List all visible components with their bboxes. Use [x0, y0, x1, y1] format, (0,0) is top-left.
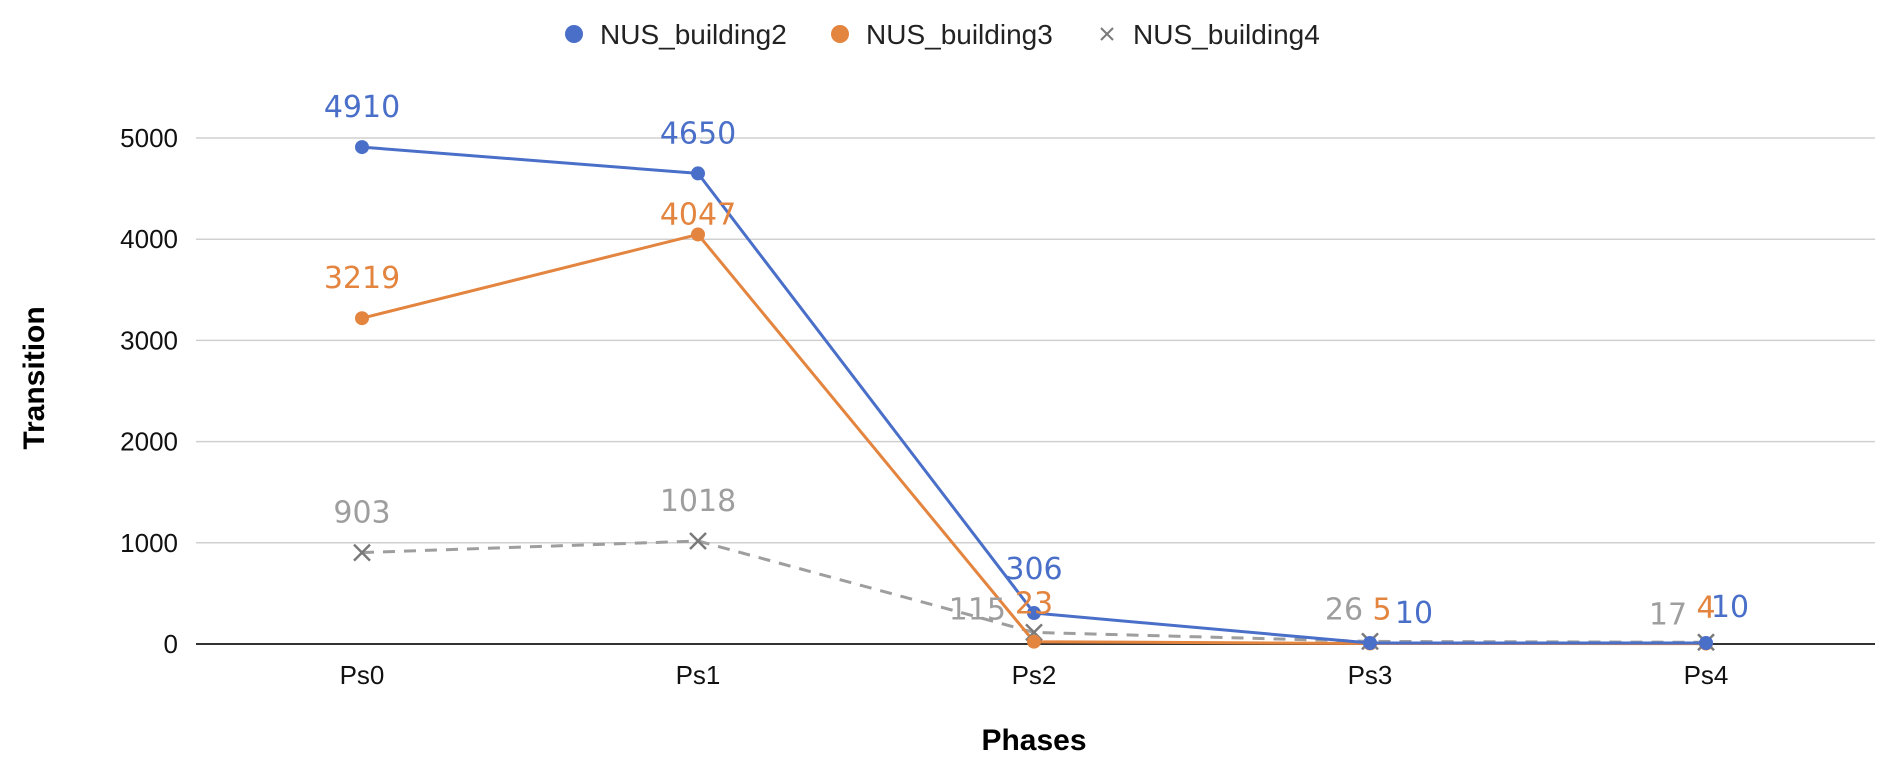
data-labels: 4910 4650 306 10 10 3219 4047 23 5 4 903 1018 115 26 1…: [324, 90, 1749, 632]
data-label: 10: [1711, 590, 1749, 625]
legend-label: NUS_building4: [1133, 19, 1320, 50]
data-label: 26: [1325, 592, 1363, 627]
data-label: 4650: [660, 116, 736, 151]
data-label: 1018: [660, 484, 736, 519]
x-tick-label: Ps0: [340, 660, 385, 690]
x-tick-label: Ps3: [1348, 660, 1393, 690]
data-point-marker: [1699, 635, 1713, 650]
data-label: 4047: [660, 197, 736, 232]
data-label: 903: [333, 496, 390, 531]
data-point-marker: [691, 166, 705, 181]
x-axis: Ps0 Ps1 Ps2 Ps3 Ps4: [196, 643, 1875, 690]
y-tick-label: 4000: [120, 224, 178, 254]
data-label: 4: [1696, 591, 1715, 626]
y-tick-label: 5000: [120, 123, 178, 153]
legend-item: NUS_building3: [831, 19, 1053, 50]
y-axis: 0 1000 2000 3000 4000 5000: [120, 123, 178, 659]
y-tick-label: 1000: [120, 528, 178, 558]
x-tick-label: Ps4: [1684, 660, 1729, 690]
data-label: 115: [949, 592, 1006, 627]
gridlines: [196, 137, 1875, 544]
data-point-marker: [1027, 634, 1041, 649]
data-point-marker: [689, 532, 707, 550]
legend-label: NUS_building2: [600, 19, 787, 50]
data-point-marker: [353, 543, 371, 562]
data-point-marker: [1363, 635, 1377, 650]
legend-item: NUS_building4: [1100, 19, 1320, 50]
data-point-marker: [1027, 606, 1041, 621]
data-label: 4910: [324, 90, 400, 125]
legend: NUS_building2 NUS_building3 NUS_building4: [565, 19, 1320, 50]
data-label: 5: [1372, 592, 1391, 627]
legend-label: NUS_building3: [866, 19, 1053, 50]
y-tick-label: 2000: [120, 427, 178, 457]
data-point-marker: [355, 140, 369, 155]
y-tick-label: 0: [164, 629, 178, 659]
y-tick-label: 3000: [120, 325, 178, 355]
data-label: 10: [1395, 596, 1433, 631]
data-label: 3219: [324, 261, 400, 296]
data-label: 23: [1015, 587, 1053, 622]
legend-marker-icon: [831, 25, 849, 43]
data-point-marker: [355, 311, 369, 326]
y-axis-title: Transition: [18, 306, 51, 449]
data-label: 306: [1005, 552, 1062, 587]
data-label: 17: [1649, 597, 1687, 632]
series-markers: [353, 140, 1715, 652]
x-axis-title: Phases: [981, 724, 1086, 757]
x-tick-label: Ps2: [1012, 660, 1057, 690]
legend-marker-icon: [565, 25, 583, 43]
x-tick-label: Ps1: [676, 660, 721, 690]
data-point-marker: [691, 227, 705, 242]
legend-item: NUS_building2: [565, 19, 787, 50]
